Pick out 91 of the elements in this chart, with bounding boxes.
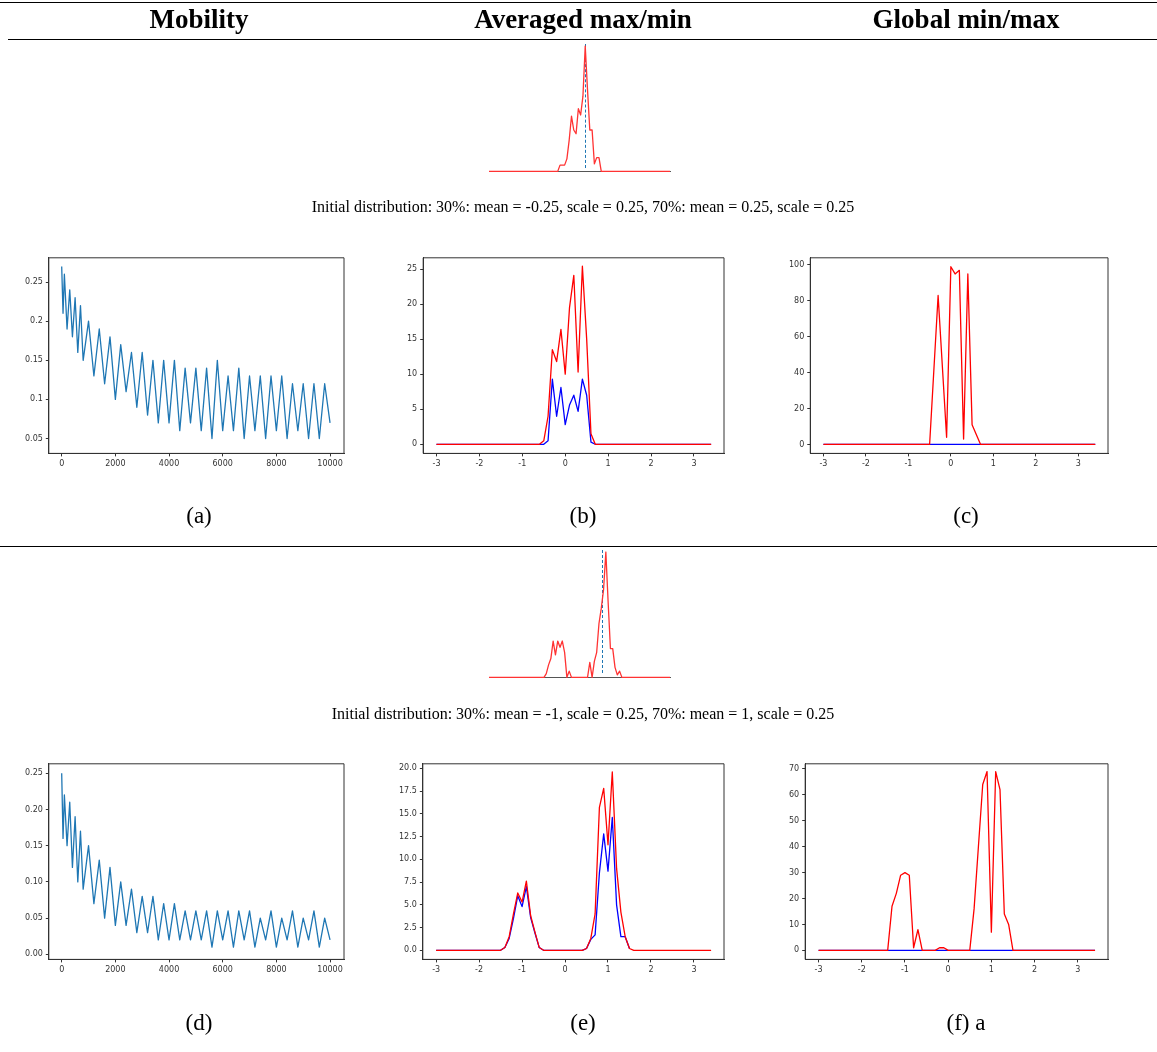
text: Mobility: [149, 4, 249, 35]
y-tick-label: 0.15: [25, 840, 43, 850]
y-tick-label: 20: [794, 403, 805, 413]
text: (c): [953, 503, 979, 529]
x-tick-label: -2: [857, 965, 866, 975]
y-tick-label: 10: [788, 919, 800, 929]
y-tick-label: 0.0: [404, 945, 417, 955]
x-tick-label: 1: [988, 965, 994, 975]
text: (d): [185, 1010, 213, 1036]
x-tick-label: 2: [1032, 965, 1038, 975]
y-tick-label: 0.05: [25, 913, 43, 923]
x-tick-label: 8000: [266, 965, 287, 975]
y-tick-label: 20: [406, 299, 418, 309]
x-tick-label: -3: [432, 965, 441, 975]
y-tick-label: 25: [406, 264, 418, 274]
y-tick-label: 0.2: [30, 316, 43, 326]
y-tick-label: 17.5: [399, 786, 417, 796]
text: Global min/max: [872, 4, 1060, 35]
y-tick-label: 7.5: [404, 877, 417, 887]
text: (a): [186, 503, 212, 529]
y-tick-label: 0.15: [25, 355, 43, 365]
y-tick-label: 5: [412, 404, 418, 414]
x-tick-label: 2: [1033, 459, 1039, 469]
y-tick-label: 40: [788, 841, 800, 851]
y-tick-label: 10.0: [399, 854, 417, 864]
y-tick-label: 0.10: [25, 876, 43, 886]
text: (e): [570, 1010, 596, 1036]
x-tick-label: 3: [691, 965, 697, 975]
y-tick-label: 40: [794, 367, 805, 377]
x-tick-label: -3: [814, 965, 823, 975]
x-tick-label: 0: [945, 965, 951, 975]
x-tick-label: 0: [562, 965, 568, 975]
y-tick-label: 60: [794, 331, 805, 341]
y-tick-label: 0: [794, 945, 800, 955]
x-tick-label: 2000: [105, 459, 126, 469]
y-tick-label: 15.0: [399, 808, 417, 818]
y-tick-label: 5.0: [404, 899, 417, 909]
y-tick-label: 80: [794, 295, 805, 305]
x-tick-label: -1: [900, 965, 909, 975]
x-tick-label: 4000: [158, 965, 180, 975]
x-tick-label: -2: [475, 965, 484, 975]
x-tick-label: 6000: [212, 965, 233, 975]
x-tick-label: 1: [990, 459, 996, 469]
y-tick-label: 10: [406, 369, 418, 379]
x-tick-label: -3: [432, 459, 441, 469]
text: (f) a: [946, 1010, 986, 1036]
y-tick-label: 0: [412, 439, 418, 449]
x-tick-label: 3: [1075, 965, 1081, 975]
x-tick-label: 8000: [266, 459, 287, 469]
text: Initial distribution: 30%: mean = -0.25, scale = 0.25, 70%: mean = 0.25, scale = 0.25: [311, 198, 855, 216]
y-tick-label: 70: [788, 764, 800, 774]
x-tick-label: 2000: [105, 965, 126, 975]
y-tick-label: 0.1: [30, 394, 43, 404]
x-tick-label: 3: [1075, 459, 1081, 469]
x-tick-label: -1: [518, 459, 527, 469]
x-tick-label: 10000: [317, 459, 343, 469]
text: Averaged max/min: [474, 4, 692, 35]
y-tick-label: 20: [788, 893, 800, 903]
y-tick-label: 0.05: [25, 433, 43, 443]
y-tick-label: 0.00: [25, 949, 43, 959]
y-tick-label: 15: [406, 334, 418, 344]
x-tick-label: -1: [904, 459, 913, 469]
x-tick-label: 2: [648, 459, 654, 469]
y-tick-label: 2.5: [404, 922, 417, 932]
x-tick-label: 6000: [212, 459, 233, 469]
text: (b): [569, 503, 597, 529]
y-tick-label: 0.25: [25, 277, 43, 287]
y-tick-label: 100: [788, 260, 805, 270]
x-tick-label: -2: [861, 459, 870, 469]
x-tick-label: 0: [562, 459, 568, 469]
y-tick-label: 30: [788, 867, 800, 877]
x-tick-label: -2: [475, 459, 484, 469]
x-tick-label: 0: [948, 459, 954, 469]
x-tick-label: 10000: [317, 965, 343, 975]
x-tick-label: 2: [648, 965, 654, 975]
y-tick-label: 0: [799, 439, 805, 449]
x-tick-label: -3: [819, 459, 828, 469]
x-tick-label: 3: [691, 459, 697, 469]
y-tick-label: 12.5: [399, 831, 417, 841]
y-tick-label: 20.0: [399, 763, 417, 773]
text: Initial distribution: 30%: mean = -1, scale = 0.25, 70%: mean = 1, scale = 0.25: [331, 705, 835, 723]
x-tick-label: 0: [59, 459, 65, 469]
x-tick-label: 0: [59, 965, 65, 975]
y-tick-label: 0.20: [25, 804, 43, 814]
x-tick-label: 1: [605, 965, 611, 975]
y-tick-label: 60: [788, 789, 800, 799]
x-tick-label: -1: [518, 965, 527, 975]
y-tick-label: 50: [788, 815, 800, 825]
x-tick-label: 1: [605, 459, 611, 469]
x-tick-label: 4000: [158, 459, 180, 469]
y-tick-label: 0.25: [25, 768, 43, 778]
